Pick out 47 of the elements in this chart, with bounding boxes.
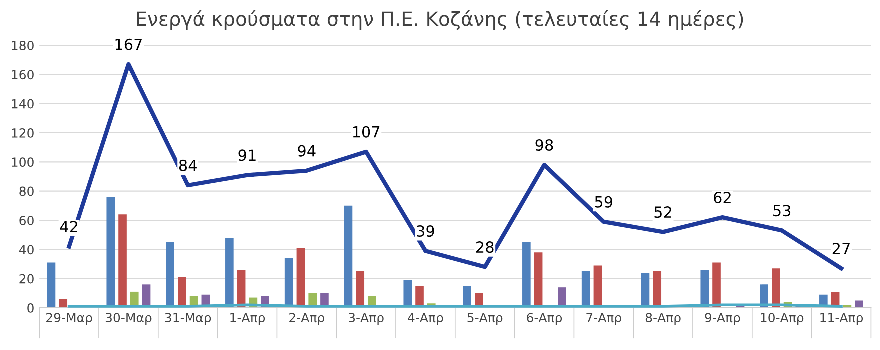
y-tick-label: 80 bbox=[20, 186, 34, 196]
y-tick-label: 60 bbox=[20, 216, 34, 226]
bar bbox=[772, 268, 780, 308]
bar bbox=[712, 262, 721, 308]
data-label: 167 bbox=[116, 38, 142, 50]
x-tick-label: 11-Απρ bbox=[820, 313, 864, 325]
data-label: 39 bbox=[417, 226, 434, 238]
data-label: 98 bbox=[536, 139, 554, 152]
x-tick-label: 3-Απρ bbox=[349, 313, 384, 325]
data-label: 52 bbox=[654, 206, 672, 218]
y-tick-label: 100 bbox=[12, 158, 34, 168]
x-tick-label: 30-Μαρ bbox=[106, 313, 152, 325]
data-label: 27 bbox=[832, 243, 850, 254]
bar bbox=[855, 300, 864, 308]
bar bbox=[59, 299, 68, 308]
data-label: 84 bbox=[179, 160, 197, 172]
data-label: 42 bbox=[60, 221, 78, 232]
data-label: 62 bbox=[714, 192, 731, 204]
bar bbox=[47, 262, 56, 308]
bar bbox=[700, 270, 710, 308]
x-tick-label: 9-Απρ bbox=[705, 313, 740, 325]
data-label: 94 bbox=[298, 145, 316, 157]
bar bbox=[226, 238, 234, 308]
y-tick-label: 180 bbox=[12, 40, 34, 50]
x-tick-label: 31-Μαρ bbox=[165, 313, 212, 325]
y-tick-label: 140 bbox=[12, 99, 34, 109]
y-tick-label: 160 bbox=[12, 70, 34, 80]
x-tick-label: 4-Απρ bbox=[408, 313, 444, 325]
bar bbox=[284, 258, 294, 308]
data-label: 53 bbox=[774, 205, 791, 217]
x-tick-label: 6-Απρ bbox=[527, 313, 562, 325]
x-tick-label: 7-Απρ bbox=[586, 313, 622, 325]
x-tick-label: 5-Απρ bbox=[468, 313, 503, 325]
y-tick-label: 20 bbox=[20, 274, 34, 284]
x-tick-label: 29-Μαρ bbox=[46, 313, 92, 325]
x-tick-label: 8-Απρ bbox=[646, 313, 681, 325]
x-tick-label: 2-Απρ bbox=[290, 313, 324, 325]
y-tick-label: 40 bbox=[19, 245, 34, 255]
data-label: 59 bbox=[595, 196, 613, 208]
data-label: 107 bbox=[353, 126, 380, 138]
y-tick-label: 0 bbox=[28, 303, 34, 313]
y-tick-label: 120 bbox=[12, 128, 34, 138]
x-tick-label: 10-Απρ bbox=[761, 313, 804, 325]
x-tick-label: 1-Απρ bbox=[230, 313, 266, 325]
chart-title: Ενεργά κρούσματα στην Π.Ε. Κοζάνης (τελευταίες 14 ημέρες) bbox=[137, 10, 744, 30]
data-label: 28 bbox=[476, 242, 494, 254]
data-label: 91 bbox=[238, 150, 256, 162]
